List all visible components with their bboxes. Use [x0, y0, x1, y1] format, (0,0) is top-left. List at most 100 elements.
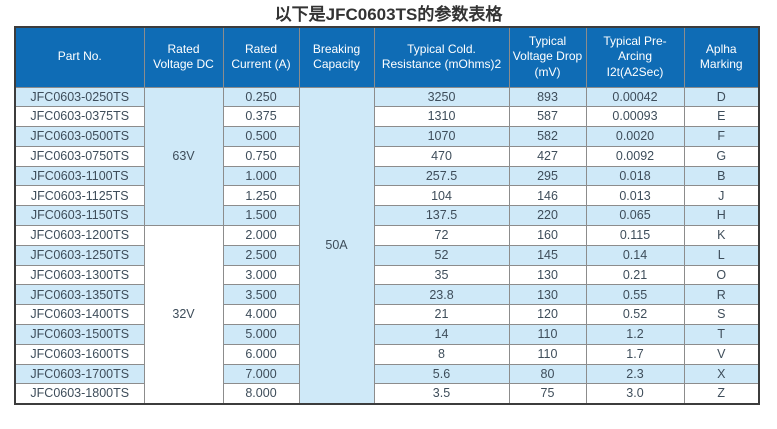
cold-resistance-cell: 104 — [373, 185, 510, 207]
part-no-cell: JFC0603-1600TS — [14, 343, 145, 365]
cold-resistance-cell: 137.5 — [373, 205, 510, 227]
rated-current-cell: 0.375 — [222, 106, 300, 128]
column-header-breaking-capacity: Breaking Capacity — [298, 26, 375, 88]
voltage-drop-cell: 582 — [508, 126, 587, 147]
alpha-marking-cell: E — [683, 106, 760, 128]
part-no-cell: JFC0603-1100TS — [14, 165, 145, 187]
table-body: JFC0603-0250TS 63V 0.250 50A 3250 893 0.00042 D… — [14, 86, 760, 405]
rated-current-cell: 3.000 — [222, 264, 300, 286]
rated-current-cell: 3.500 — [222, 284, 300, 306]
voltage-drop-cell: 80 — [508, 363, 587, 385]
cold-resistance-cell: 5.6 — [373, 363, 510, 385]
column-header-alpha-marking: Aplha Marking — [683, 26, 760, 88]
pre-arcing-cell: 0.00093 — [585, 106, 685, 128]
cold-resistance-cell: 72 — [373, 225, 510, 246]
table-row: JFC0603-1350TS 3.500 23.8 130 0.55 R — [14, 284, 760, 306]
page-title: 以下是JFC0603TS的参数表格 — [274, 5, 503, 24]
cold-resistance-cell: 257.5 — [373, 165, 510, 187]
breaking-capacity-cell: 50A — [298, 86, 375, 405]
column-header-rated-current: Rated Current (A) — [222, 26, 300, 88]
part-no-cell: JFC0603-1200TS — [14, 225, 145, 246]
alpha-marking-cell: X — [683, 363, 760, 385]
cold-resistance-cell: 1070 — [373, 126, 510, 147]
rated-current-cell: 5.000 — [222, 324, 300, 345]
alpha-marking-cell: G — [683, 145, 760, 167]
alpha-marking-cell: Z — [683, 383, 760, 405]
table-row: JFC0603-1125TS 1.250 104 146 0.013 J — [14, 185, 760, 207]
table-row: JFC0603-1250TS 2.500 52 145 0.14 L — [14, 244, 760, 266]
rated-current-cell: 4.000 — [222, 304, 300, 326]
cold-resistance-cell: 8 — [373, 343, 510, 365]
parameter-table: Part No. Rated Voltage DC Rated Current … — [14, 26, 760, 405]
table-row: JFC0603-0500TS 0.500 1070 582 0.0020 F — [14, 126, 760, 147]
voltage-drop-cell: 146 — [508, 185, 587, 207]
part-no-cell: JFC0603-1300TS — [14, 264, 145, 286]
pre-arcing-cell: 1.2 — [585, 324, 685, 345]
table-row: JFC0603-1100TS 1.000 257.5 295 0.018 B — [14, 165, 760, 187]
rated-voltage-cell: 32V — [143, 225, 224, 405]
table-row: JFC0603-1600TS 6.000 8 110 1.7 V — [14, 343, 760, 365]
table-row: JFC0603-1500TS 5.000 14 110 1.2 T — [14, 324, 760, 345]
cold-resistance-cell: 3.5 — [373, 383, 510, 405]
alpha-marking-cell: K — [683, 225, 760, 246]
alpha-marking-cell: R — [683, 284, 760, 306]
pre-arcing-cell: 0.013 — [585, 185, 685, 207]
voltage-drop-cell: 427 — [508, 145, 587, 167]
column-header-cold-resistance: Typical Cold. Resistance (mOhms)2 — [373, 26, 510, 88]
part-no-cell: JFC0603-1700TS — [14, 363, 145, 385]
pre-arcing-cell: 0.115 — [585, 225, 685, 246]
voltage-drop-cell: 295 — [508, 165, 587, 187]
table-row: JFC0603-1700TS 7.000 5.6 80 2.3 X — [14, 363, 760, 385]
alpha-marking-cell: O — [683, 264, 760, 286]
pre-arcing-cell: 0.0020 — [585, 126, 685, 147]
rated-current-cell: 2.500 — [222, 244, 300, 266]
pre-arcing-cell: 0.21 — [585, 264, 685, 286]
column-header-pre-arcing: Typical Pre-Arcing I2t(A2Sec) — [585, 26, 685, 88]
cold-resistance-cell: 470 — [373, 145, 510, 167]
voltage-drop-cell: 110 — [508, 324, 587, 345]
alpha-marking-cell: H — [683, 205, 760, 227]
alpha-marking-cell: D — [683, 86, 760, 108]
voltage-drop-cell: 145 — [508, 244, 587, 266]
table-row: JFC0603-1800TS 8.000 3.5 75 3.0 Z — [14, 383, 760, 405]
column-header-part-no: Part No. — [14, 26, 145, 88]
part-no-cell: JFC0603-0500TS — [14, 126, 145, 147]
alpha-marking-cell: B — [683, 165, 760, 187]
pre-arcing-cell: 2.3 — [585, 363, 685, 385]
rated-current-cell: 0.500 — [222, 126, 300, 147]
cold-resistance-cell: 35 — [373, 264, 510, 286]
table-header: Part No. Rated Voltage DC Rated Current … — [14, 26, 760, 88]
cold-resistance-cell: 23.8 — [373, 284, 510, 306]
pre-arcing-cell: 0.14 — [585, 244, 685, 266]
pre-arcing-cell: 0.018 — [585, 165, 685, 187]
table-row: JFC0603-0250TS 63V 0.250 50A 3250 893 0.00042 D — [14, 86, 760, 405]
part-no-cell: JFC0603-1125TS — [14, 185, 145, 207]
voltage-drop-cell: 75 — [508, 383, 587, 405]
voltage-drop-cell: 893 — [508, 86, 587, 108]
rated-current-cell: 1.500 — [222, 205, 300, 227]
table-row: JFC0603-1200TS 32V 2.000 72 160 0.115 K — [14, 225, 760, 405]
cold-resistance-cell: 14 — [373, 324, 510, 345]
alpha-marking-cell: L — [683, 244, 760, 266]
rated-current-cell: 6.000 — [222, 343, 300, 365]
pre-arcing-cell: 1.7 — [585, 343, 685, 365]
voltage-drop-cell: 160 — [508, 225, 587, 246]
rated-current-cell: 2.000 — [222, 225, 300, 246]
voltage-drop-cell: 587 — [508, 106, 587, 128]
cold-resistance-cell: 3250 — [373, 86, 510, 108]
rated-current-cell: 0.750 — [222, 145, 300, 167]
rated-current-cell: 0.250 — [222, 86, 300, 108]
pre-arcing-cell: 0.55 — [585, 284, 685, 306]
alpha-marking-cell: T — [683, 324, 760, 345]
cold-resistance-cell: 1310 — [373, 106, 510, 128]
voltage-drop-cell: 130 — [508, 284, 587, 306]
part-no-cell: JFC0603-0250TS — [14, 86, 145, 108]
part-no-cell: JFC0603-1350TS — [14, 284, 145, 306]
column-header-voltage-drop: Typical Voltage Drop (mV) — [508, 26, 587, 88]
rated-current-cell: 1.250 — [222, 185, 300, 207]
pre-arcing-cell: 0.00042 — [585, 86, 685, 108]
part-no-cell: JFC0603-1150TS — [14, 205, 145, 227]
alpha-marking-cell: S — [683, 304, 760, 326]
table-row: JFC0603-1400TS 4.000 21 120 0.52 S — [14, 304, 760, 326]
rated-current-cell: 8.000 — [222, 383, 300, 405]
